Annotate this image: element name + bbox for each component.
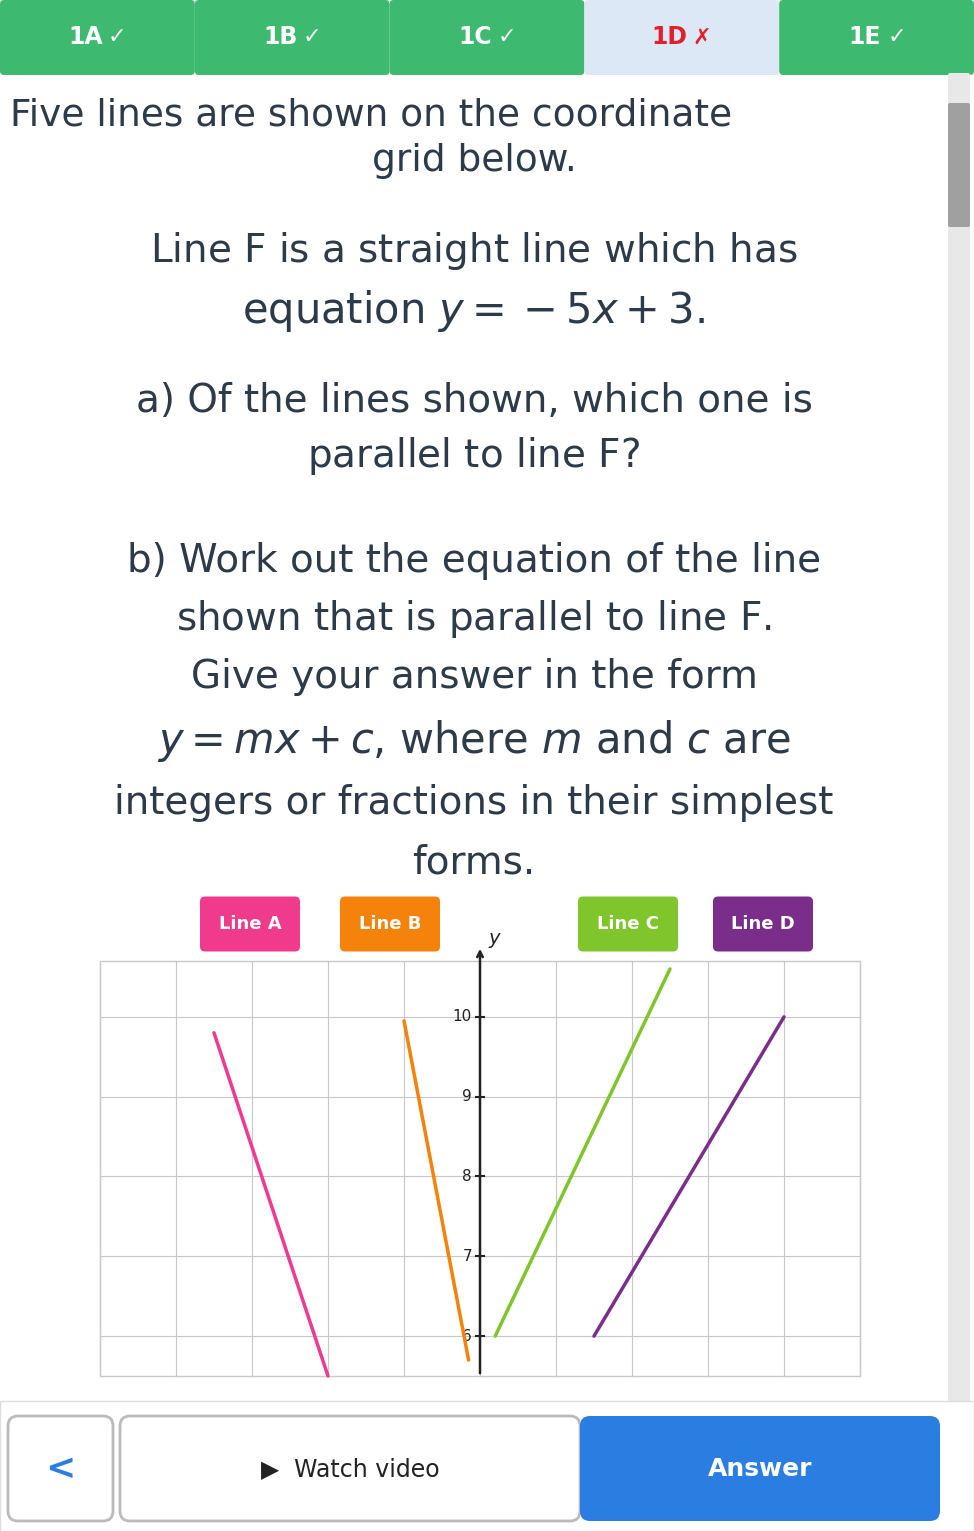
Text: 1C: 1C	[458, 26, 492, 49]
FancyBboxPatch shape	[390, 0, 584, 75]
FancyBboxPatch shape	[578, 897, 678, 951]
Text: equation $y = -5x + 3$.: equation $y = -5x + 3$.	[243, 288, 705, 334]
Text: integers or fractions in their simplest: integers or fractions in their simplest	[114, 784, 834, 822]
Text: Line $\mathrm{F}$ is a straight line which has: Line $\mathrm{F}$ is a straight line whi…	[150, 230, 798, 273]
Text: $y = mx + c$, where $m$ and $c$ are: $y = mx + c$, where $m$ and $c$ are	[157, 718, 791, 764]
Text: Line C: Line C	[597, 916, 659, 932]
Text: ✓: ✓	[498, 28, 516, 47]
Text: 9: 9	[463, 1089, 472, 1104]
FancyBboxPatch shape	[120, 1416, 580, 1520]
FancyBboxPatch shape	[584, 0, 779, 75]
Text: <: <	[45, 1451, 75, 1487]
Text: 1D: 1D	[652, 26, 688, 49]
FancyBboxPatch shape	[779, 0, 974, 75]
Text: shown that is parallel to line $\mathrm{F}$.: shown that is parallel to line $\mathrm{…	[176, 599, 771, 640]
Text: Give your answer in the form: Give your answer in the form	[191, 658, 758, 697]
FancyBboxPatch shape	[948, 103, 970, 227]
FancyBboxPatch shape	[195, 0, 390, 75]
Text: ✗: ✗	[693, 28, 711, 47]
Text: a) Of the lines shown, which one is: a) Of the lines shown, which one is	[135, 383, 812, 419]
Text: 10: 10	[453, 1009, 472, 1024]
FancyBboxPatch shape	[340, 897, 440, 951]
Text: grid below.: grid below.	[372, 142, 577, 179]
Text: ▶  Watch video: ▶ Watch video	[261, 1458, 439, 1480]
Text: Line A: Line A	[219, 916, 281, 932]
Text: Answer: Answer	[708, 1458, 812, 1480]
Text: 7: 7	[463, 1249, 472, 1263]
FancyBboxPatch shape	[0, 1401, 974, 1531]
Text: forms.: forms.	[412, 844, 536, 882]
Text: 1B: 1B	[263, 26, 297, 49]
FancyBboxPatch shape	[948, 73, 970, 1402]
Text: ✓: ✓	[108, 28, 127, 47]
Text: Five lines are shown on the coordinate: Five lines are shown on the coordinate	[10, 98, 732, 135]
Text: b) Work out the equation of the line: b) Work out the equation of the line	[127, 542, 821, 580]
Text: Line B: Line B	[358, 916, 421, 932]
Text: 1A: 1A	[68, 26, 102, 49]
Text: ✓: ✓	[887, 28, 906, 47]
FancyBboxPatch shape	[0, 0, 195, 75]
FancyBboxPatch shape	[713, 897, 813, 951]
FancyBboxPatch shape	[200, 897, 300, 951]
FancyBboxPatch shape	[100, 961, 860, 1376]
Text: ✓: ✓	[303, 28, 321, 47]
FancyBboxPatch shape	[580, 1416, 940, 1520]
Text: 1E: 1E	[848, 26, 880, 49]
FancyBboxPatch shape	[8, 1416, 113, 1520]
Text: 6: 6	[463, 1329, 472, 1344]
Text: Line D: Line D	[731, 916, 795, 932]
Text: $y$: $y$	[488, 931, 503, 951]
Text: parallel to line $\mathrm{F}$?: parallel to line $\mathrm{F}$?	[308, 435, 641, 478]
Text: 8: 8	[463, 1170, 472, 1183]
